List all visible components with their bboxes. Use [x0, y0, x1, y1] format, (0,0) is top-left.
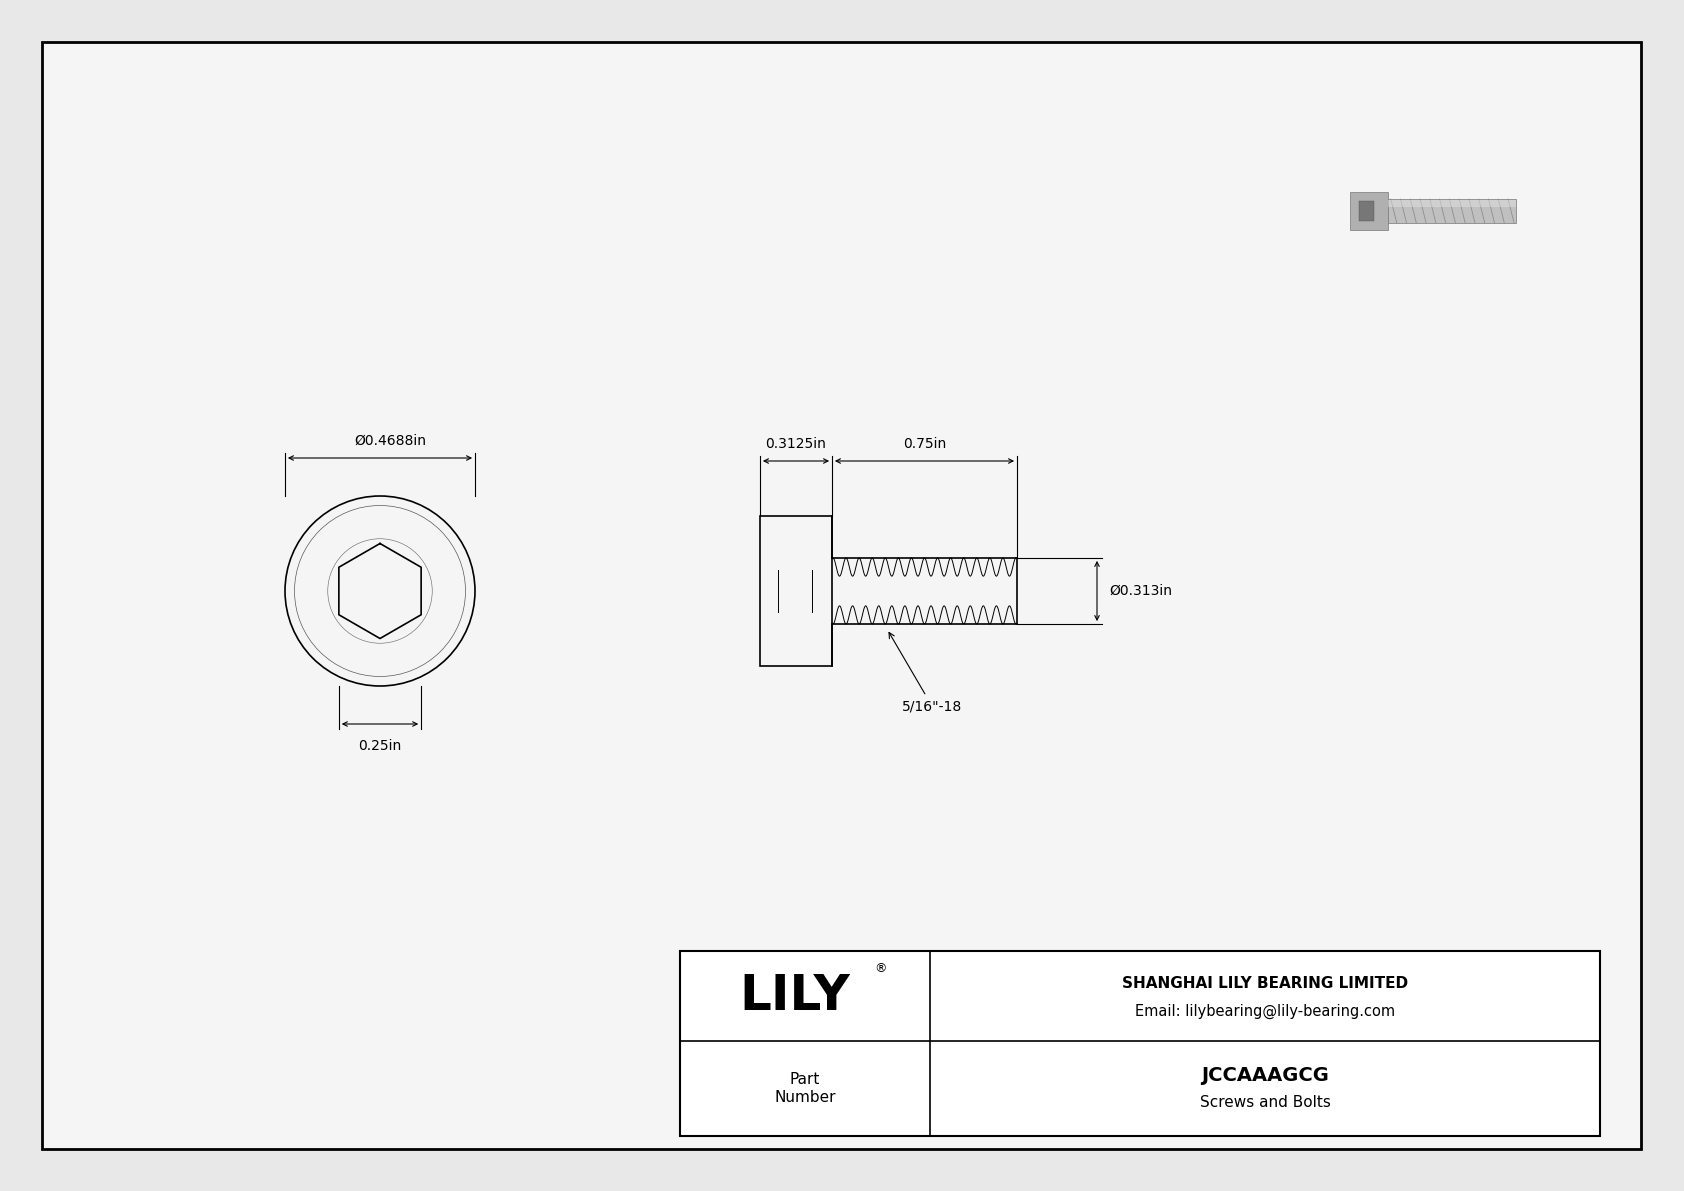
Text: Email: lilybearing@lily-bearing.com: Email: lilybearing@lily-bearing.com [1135, 1003, 1394, 1018]
Text: Part
Number: Part Number [775, 1072, 835, 1105]
Bar [1388, 199, 1516, 223]
Text: SHANGHAI LILY BEARING LIMITED: SHANGHAI LILY BEARING LIMITED [1122, 977, 1408, 991]
Bar [1388, 200, 1516, 207]
Text: LILY: LILY [739, 972, 850, 1019]
Text: 0.75in: 0.75in [903, 437, 946, 451]
Bar [1359, 201, 1374, 222]
Text: Ø0.313in: Ø0.313in [1110, 584, 1172, 598]
Bar [759, 516, 832, 666]
Text: Screws and Bolts: Screws and Bolts [1199, 1095, 1330, 1110]
Bar [1351, 192, 1388, 230]
Text: Ø0.4688in: Ø0.4688in [354, 434, 426, 448]
Text: 0.3125in: 0.3125in [766, 437, 827, 451]
Text: 5/16"-18: 5/16"-18 [889, 632, 962, 713]
Text: 0.25in: 0.25in [359, 738, 401, 753]
Bar [680, 950, 1600, 1136]
Text: ®: ® [874, 962, 886, 975]
Text: JCCAAAGCG: JCCAAAGCG [1201, 1066, 1329, 1085]
